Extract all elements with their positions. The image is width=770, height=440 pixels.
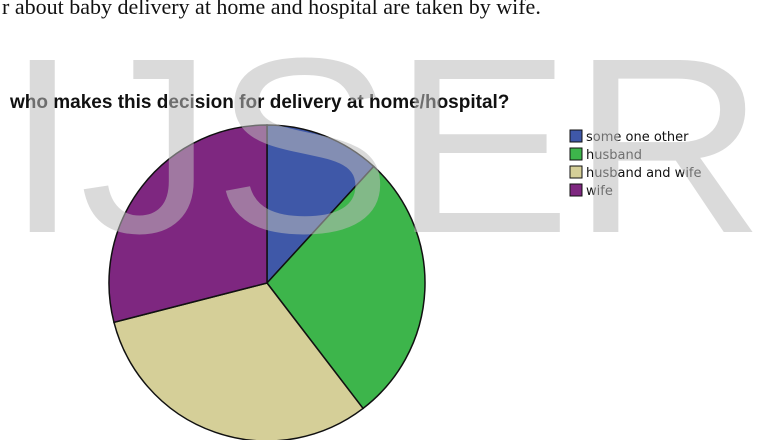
legend-swatch [569,147,583,161]
legend-swatch [569,183,583,197]
legend-label: some one other [586,130,689,145]
legend: some one other husband husband and wife wif… [569,129,702,199]
pie [108,124,426,440]
legend-label: wife [586,184,613,199]
legend-label: husband and wife [586,166,702,181]
pie-slice [266,165,426,410]
pie-slice [266,124,375,285]
pie-slice [108,124,268,324]
watermark: IJSER [5,6,765,285]
chart-title: who makes this decision for delivery at … [9,92,509,113]
legend-swatch [569,129,583,143]
legend-label: husband [586,148,642,163]
legend-swatch [569,165,583,179]
body-text: r about baby delivery at home and hospit… [2,0,541,19]
pie-slice [113,282,365,440]
